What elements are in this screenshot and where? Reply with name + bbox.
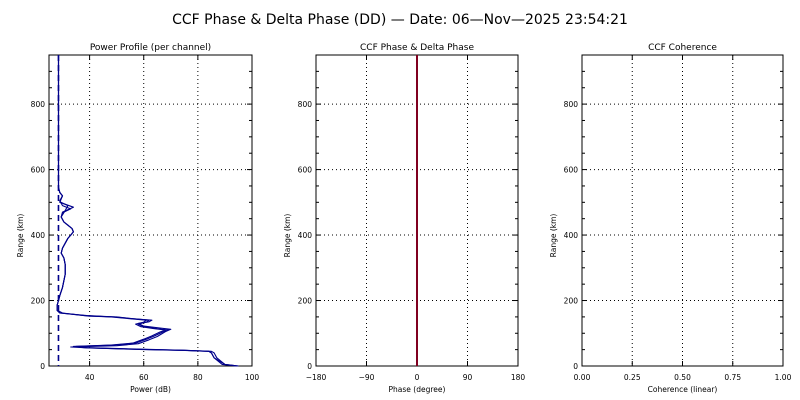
phase-xtick-label: 90 [463, 373, 473, 382]
power-profile-ylabel: Range (km) [16, 214, 25, 258]
phase-ytick-label: 400 [298, 231, 313, 240]
power-profile-ytick-label: 600 [31, 166, 46, 175]
phase-ylabel: Range (km) [283, 214, 292, 258]
coherence-ytick-label: 600 [564, 166, 579, 175]
phase-xtick-label: 180 [511, 373, 526, 382]
coherence-ytick-label: 0 [573, 362, 578, 371]
phase-xtick-label: 0 [415, 373, 420, 382]
power-profile-ytick-label: 800 [31, 100, 46, 109]
power-profile-series-line-3 [56, 55, 236, 367]
coherence-xtick-label: 0.75 [724, 373, 741, 382]
coherence-ytick-label: 800 [564, 100, 579, 109]
power-profile-plot-frame [48, 54, 253, 367]
power-profile-xtick-label: 60 [139, 373, 149, 382]
power-profile-ytick-label: 200 [31, 297, 46, 306]
power-profile-series-line-1 [56, 55, 239, 367]
phase-ytick-label: 0 [307, 362, 312, 371]
power-profile-title: Power Profile (per channel) [90, 43, 211, 53]
phase-ytick-label: 600 [298, 166, 313, 175]
coherence-xtick-label: 0.00 [574, 373, 591, 382]
phase-panel: −180 −90 0 90 180 0 200 400 600 800 CCF Phase & De… [283, 43, 525, 394]
phase-ytick-label: 800 [298, 100, 313, 109]
phase-xtick-label: −180 [306, 373, 327, 382]
coherence-title: CCF Coherence [648, 43, 717, 53]
coherence-xlabel: Coherence (linear) [648, 385, 718, 394]
power-profile-ytick-label: 0 [40, 362, 45, 371]
power-profile-xtick-label: 100 [245, 373, 260, 382]
figure-title: CCF Phase & Delta Phase (DD) — Date: 06—… [172, 12, 628, 28]
power-profile-xlabel: Power (dB) [130, 385, 171, 394]
phase-xlabel: Phase (degree) [389, 385, 446, 394]
coherence-xtick-label: 0.50 [674, 373, 691, 382]
power-profile-ytick-label: 400 [31, 231, 46, 240]
coherence-xtick-label: 0.25 [624, 373, 641, 382]
power-profile-panel: 40 60 80 100 0 200 400 600 800 Power Profile (per… [16, 43, 259, 394]
phase-ytick-label: 200 [298, 297, 313, 306]
coherence-ytick-label: 400 [564, 231, 579, 240]
coherence-panel: 0.00 0.25 0.50 0.75 1.00 0 200 400 600 800 CCF Coh… [549, 43, 792, 394]
power-profile-xtick-label: 80 [193, 373, 203, 382]
power-profile-xtick-label: 40 [85, 373, 95, 382]
phase-title: CCF Phase & Delta Phase [360, 43, 474, 53]
coherence-ytick-label: 200 [564, 297, 579, 306]
coherence-xtick-label: 1.00 [775, 373, 792, 382]
phase-xtick-label: −90 [359, 373, 375, 382]
coherence-ylabel: Range (km) [549, 214, 558, 258]
